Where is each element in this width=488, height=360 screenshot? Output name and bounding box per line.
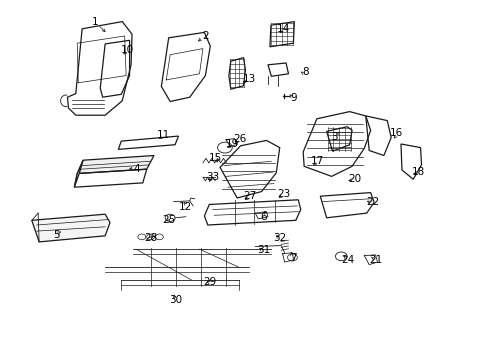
Text: 31: 31 [257, 245, 270, 255]
Text: 26: 26 [232, 134, 246, 144]
Text: 32: 32 [273, 233, 286, 243]
Text: 7: 7 [289, 253, 296, 263]
Text: 33: 33 [205, 172, 219, 182]
Text: 14: 14 [276, 24, 290, 34]
Text: 29: 29 [203, 276, 217, 287]
Text: 4: 4 [133, 164, 140, 174]
Text: 15: 15 [208, 153, 222, 163]
Polygon shape [74, 160, 83, 187]
Text: 10: 10 [121, 45, 133, 55]
Polygon shape [77, 156, 154, 174]
Text: 18: 18 [410, 167, 424, 177]
Text: 28: 28 [143, 233, 157, 243]
Text: 24: 24 [341, 255, 354, 265]
Text: 8: 8 [302, 67, 308, 77]
Text: 22: 22 [365, 197, 379, 207]
Text: 17: 17 [310, 156, 324, 166]
Text: 2: 2 [202, 31, 208, 41]
Text: 27: 27 [242, 191, 256, 201]
Text: 19: 19 [225, 139, 239, 149]
Text: 30: 30 [169, 294, 182, 305]
Text: 21: 21 [368, 255, 382, 265]
Polygon shape [32, 214, 110, 242]
Text: 9: 9 [289, 93, 296, 103]
Text: 5: 5 [53, 230, 60, 240]
Text: 23: 23 [276, 189, 290, 199]
Text: 6: 6 [260, 212, 267, 222]
Text: 20: 20 [347, 174, 360, 184]
Text: 13: 13 [242, 74, 256, 84]
Text: 11: 11 [157, 130, 170, 140]
Text: 16: 16 [388, 128, 402, 138]
Text: 25: 25 [162, 215, 175, 225]
Text: 12: 12 [179, 202, 192, 212]
Text: 3: 3 [331, 132, 338, 142]
Text: 1: 1 [92, 17, 99, 27]
